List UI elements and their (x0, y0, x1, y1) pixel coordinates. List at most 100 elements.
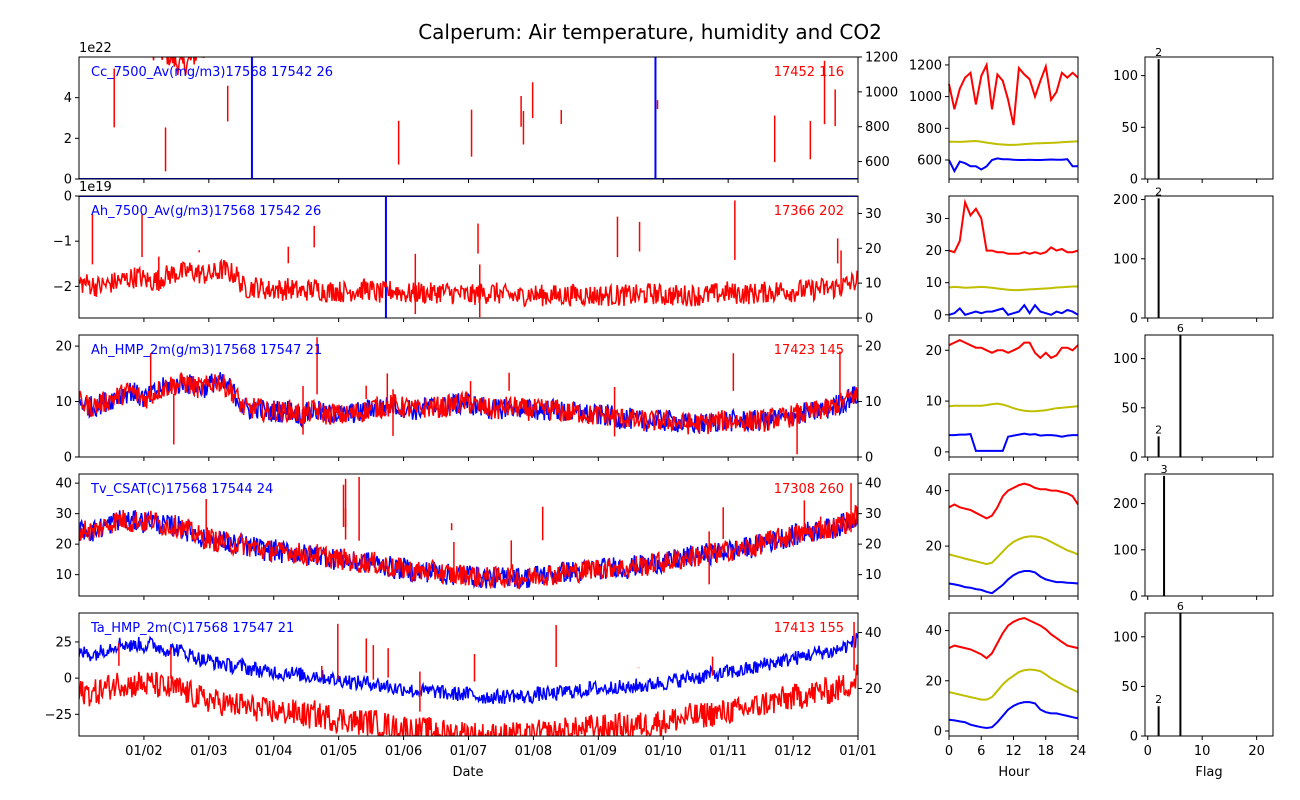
diurnal-tick-label: 800 (917, 122, 942, 137)
date-tick-label: 01/12 (774, 744, 811, 759)
flag-count-tick-label: 0 (1130, 590, 1138, 605)
diurnal-panel: 0 20 40 0 6 12 18 24 (925, 612, 1087, 759)
flag-count-tick-label: 100 (1113, 543, 1138, 558)
flag-bar-label: 2 (1155, 423, 1162, 436)
flag-count-tick-label: 0 (1130, 730, 1138, 745)
diurnal-min-line (948, 701, 1079, 730)
diurnal-mean-line (948, 402, 1079, 413)
right-tick-label: 1000 (865, 85, 898, 100)
plot-frame (948, 195, 1079, 319)
right-tick-label: 40 (865, 477, 882, 492)
right-tick-label: 20 (865, 242, 882, 257)
diurnal-tick-label: 20 (925, 540, 942, 555)
diurnal-tick-label: 20 (925, 674, 942, 689)
flag-tick-label: 10 (1194, 744, 1211, 759)
diurnal-panel: 0 10 20 (925, 334, 1079, 461)
flag-count-tick-label: 100 (1113, 69, 1138, 84)
left-tick-label: −25 (45, 708, 72, 723)
left-tick-label: −2 (53, 280, 72, 295)
diurnal-tick-label: 10 (925, 276, 942, 291)
plot-frame (1144, 334, 1274, 458)
plot-frame (948, 473, 1079, 597)
left-tick-label: −1 (53, 235, 72, 250)
flag-count-tick-label: 100 (1113, 352, 1138, 367)
right-tick-label: 0 (865, 312, 873, 327)
right-tick-label: 1200 (865, 51, 898, 66)
hour-tick-label: 18 (1037, 744, 1054, 759)
series-a-label: Tv_CSAT(C)17568 17544 24 (90, 482, 273, 497)
date-tick-label: 01/01 (839, 744, 876, 759)
right-tick-label: 10 (865, 395, 882, 410)
right-tick-label: 40 (865, 626, 882, 641)
time-series-panel: 0 2 4 1e22 600 800 1000 1200 Cc_7500_Av(mg/m3)17… (64, 41, 898, 188)
flag-bar-label: 6 (1177, 322, 1184, 335)
diurnal-tick-label: 40 (925, 484, 942, 499)
series-a-label: Ah_7500_Av(g/m3)17568 17542 26 (91, 204, 321, 219)
flag-bar-label: 2 (1155, 185, 1162, 198)
hour-tick-label: 6 (977, 744, 985, 759)
figure-title: Calperum: Air temperature, humidity and … (418, 20, 882, 44)
date-tick-label: 01/04 (255, 744, 292, 759)
left-tick-label: 2 (64, 132, 72, 147)
right-tick-label: 600 (865, 155, 890, 170)
diurnal-max-line (948, 616, 1079, 660)
left-tick-label: 0 (64, 451, 72, 466)
right-tick-label: 10 (865, 277, 882, 292)
diurnal-max-line (948, 198, 1079, 255)
plot-frame (1144, 473, 1274, 597)
flag-bar-label: 3 (1161, 463, 1168, 476)
flag-axis-label: Flag (1195, 765, 1222, 780)
diurnal-max-line (948, 61, 1079, 126)
series-b-label: 17308 260 (774, 482, 844, 497)
diurnal-tick-label: 0 (934, 724, 942, 739)
date-tick-label: 01/11 (709, 744, 746, 759)
flag-count-tick-label: 100 (1113, 630, 1138, 645)
flag-panel: 3 0 100 200 (1113, 463, 1274, 605)
right-tick-label: 30 (865, 207, 882, 222)
date-tick-label: 01/07 (450, 744, 487, 759)
date-tick-label: 01/05 (320, 744, 357, 759)
flag-panel: 2 6 0 50 100 (1113, 322, 1274, 466)
time-series-panel: 10 20 30 40 10 20 30 40 Tv_CSAT(C)17568 17544 24… (55, 473, 882, 600)
diurnal-mean-line (948, 668, 1079, 701)
flag-count-tick-label: 0 (1130, 312, 1138, 327)
left-tick-label: 30 (55, 507, 72, 522)
series-lines (79, 196, 858, 318)
diurnal-tick-label: 40 (925, 624, 942, 639)
flag-panel: 2 0 50 100 (1113, 46, 1274, 188)
flag-panel: 2 0 100 200 (1113, 185, 1274, 327)
hour-tick-label: 24 (1070, 744, 1087, 759)
plot-frame (948, 612, 1079, 737)
date-tick-label: 01/08 (515, 744, 552, 759)
date-tick-label: 01/03 (190, 744, 227, 759)
hour-axis-label: Hour (998, 765, 1030, 780)
series-a-line (79, 632, 858, 705)
series-b-line (79, 258, 858, 308)
flag-count-tick-label: 50 (1121, 401, 1138, 416)
time-series-panel: −2 −1 0 1e19 0 10 20 30 Ah_7500_Av(g/m3)17568 17… (53, 180, 882, 327)
panel-row-1: 0241e2260080010001200Cc_7500_Av(mg/m3)17… (64, 41, 1274, 188)
series-a-label: Ah_HMP_2m(g/m3)17568 17547 21 (91, 343, 322, 358)
panels: 0241e2260080010001200Cc_7500_Av(mg/m3)17… (45, 41, 1274, 759)
right-tick-label: 20 (865, 538, 882, 553)
flag-tick-label: 0 (1144, 744, 1152, 759)
right-tick-label: 0 (865, 451, 873, 466)
flag-count-tick-label: 0 (1130, 451, 1138, 466)
right-tick-label: 20 (865, 340, 882, 355)
right-tick-label: 30 (865, 507, 882, 522)
series-a-label: Ta_HMP_2m(C)17568 17547 21 (90, 621, 294, 636)
left-tick-label: 10 (55, 568, 72, 583)
flag-bar-label: 2 (1155, 46, 1162, 59)
diurnal-tick-label: 0 (934, 445, 942, 460)
left-tick-label: 40 (55, 477, 72, 492)
left-tick-label: 25 (55, 635, 72, 650)
plot-frame (1144, 612, 1274, 737)
series-b-line (79, 372, 858, 435)
diurnal-panel: 600 800 1000 1200 (909, 56, 1079, 183)
diurnal-min-line (948, 303, 1079, 316)
